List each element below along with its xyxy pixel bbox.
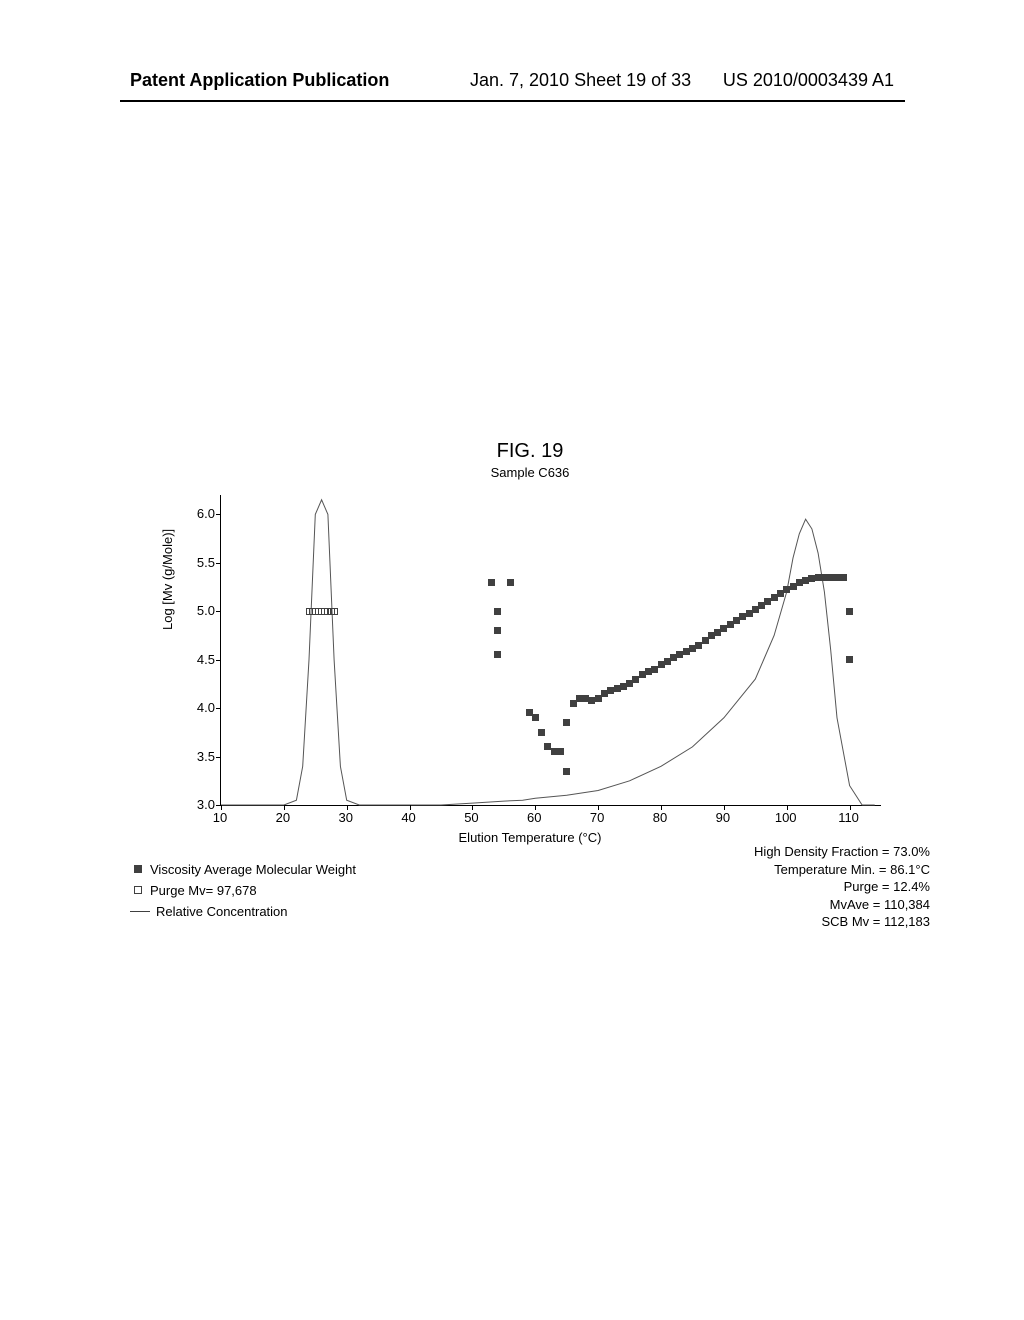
- x-tick-label: 60: [519, 810, 549, 825]
- legend-concentration-label: Relative Concentration: [156, 904, 288, 919]
- stat-purge: Purge = 12.4%: [754, 878, 930, 896]
- viscosity-point: [507, 579, 514, 586]
- y-tick-label: 5.0: [175, 603, 215, 618]
- viscosity-point: [494, 627, 501, 634]
- legend-viscosity: Viscosity Average Molecular Weight: [130, 860, 356, 878]
- viscosity-point: [846, 656, 853, 663]
- purge-point: [331, 608, 338, 615]
- y-tick: [216, 757, 221, 758]
- stat-scb-mv: SCB Mv = 112,183: [754, 913, 930, 931]
- y-tick: [216, 708, 221, 709]
- viscosity-point: [563, 719, 570, 726]
- y-tick-label: 4.5: [175, 652, 215, 667]
- x-tick-label: 70: [582, 810, 612, 825]
- legend: Viscosity Average Molecular Weight Purge…: [130, 860, 356, 923]
- figure-title: FIG. 19: [130, 440, 930, 463]
- x-tick-label: 80: [645, 810, 675, 825]
- viscosity-point: [532, 714, 539, 721]
- viscosity-point: [846, 608, 853, 615]
- header-left-text: Patent Application Publication: [130, 70, 389, 91]
- legend-concentration: Relative Concentration: [130, 902, 356, 920]
- figure-subtitle: Sample C636: [130, 465, 930, 480]
- y-tick-label: 3.5: [175, 749, 215, 764]
- viscosity-point: [494, 651, 501, 658]
- legend-purge-label: Purge Mv= 97,678: [150, 883, 257, 898]
- header-center-text: Jan. 7, 2010 Sheet 19 of 33: [470, 70, 691, 91]
- viscosity-point: [557, 748, 564, 755]
- y-tick-label: 4.0: [175, 700, 215, 715]
- viscosity-point: [538, 729, 545, 736]
- x-tick-label: 110: [834, 810, 864, 825]
- x-tick-label: 100: [771, 810, 801, 825]
- y-tick-label: 5.5: [175, 555, 215, 570]
- stat-temp-min: Temperature Min. = 86.1°C: [754, 861, 930, 879]
- legend-line-icon: [130, 911, 150, 912]
- y-tick: [216, 611, 221, 612]
- y-tick-label: 6.0: [175, 506, 215, 521]
- x-tick-label: 10: [205, 810, 235, 825]
- y-tick: [216, 660, 221, 661]
- legend-filled-square-icon: [134, 865, 142, 873]
- y-tick: [216, 514, 221, 515]
- stat-mvave: MvAve = 110,384: [754, 896, 930, 914]
- header-rule: [120, 100, 905, 102]
- header-right-text: US 2010/0003439 A1: [723, 70, 894, 91]
- legend-viscosity-label: Viscosity Average Molecular Weight: [150, 862, 356, 877]
- page-header: Patent Application Publication Jan. 7, 2…: [0, 70, 1024, 100]
- x-tick-label: 30: [331, 810, 361, 825]
- y-tick: [216, 563, 221, 564]
- figure-19: FIG. 19 Sample C636 Log [Mv (g/Mole)] El…: [130, 440, 930, 940]
- stats-block: High Density Fraction = 73.0% Temperatur…: [754, 843, 930, 931]
- plot-area: [220, 495, 881, 806]
- viscosity-point: [840, 574, 847, 581]
- viscosity-point: [488, 579, 495, 586]
- legend-open-square-icon: [134, 886, 142, 894]
- legend-purge: Purge Mv= 97,678: [130, 881, 356, 899]
- x-tick-label: 20: [268, 810, 298, 825]
- viscosity-point: [494, 608, 501, 615]
- x-tick-label: 40: [394, 810, 424, 825]
- x-tick-label: 50: [456, 810, 486, 825]
- curve-line: [221, 495, 881, 805]
- viscosity-point: [563, 768, 570, 775]
- y-axis-label: Log [Mv (g/Mole)]: [160, 529, 175, 630]
- x-tick-label: 90: [708, 810, 738, 825]
- stat-high-density: High Density Fraction = 73.0%: [754, 843, 930, 861]
